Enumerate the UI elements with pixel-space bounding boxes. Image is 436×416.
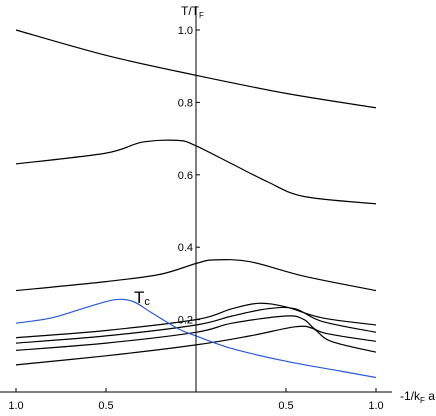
x-tick-label-2: 0.5 bbox=[98, 400, 113, 412]
x-axis-title-main: -1/k bbox=[400, 389, 421, 403]
tc-label-main: T bbox=[134, 288, 144, 307]
x-axis-title-sub: F bbox=[420, 396, 425, 405]
tc-label-sub: c bbox=[144, 296, 150, 308]
x-tick-label-1: 1.0 bbox=[8, 400, 23, 412]
y-tick-label-3: 0.6 bbox=[178, 170, 193, 182]
x-axis-title: -1/kF a bbox=[400, 389, 435, 405]
y-tick-label-5: 1.0 bbox=[178, 25, 193, 37]
x-tick-label-4: 1.0 bbox=[368, 400, 383, 412]
y-axis-title-main: T/T bbox=[181, 4, 200, 18]
series-line-6 bbox=[15, 315, 377, 351]
x-tick-label-3: 0.5 bbox=[278, 400, 293, 412]
series-layer bbox=[15, 29, 377, 379]
tick-layer: 1.0 0.5 0.5 1.0 0.2 0.4 0.6 0.8 1.0 bbox=[8, 25, 383, 412]
x-axis-title-tail: a bbox=[425, 389, 435, 403]
series-line-4 bbox=[15, 302, 377, 339]
y-axis-title-sub: F bbox=[199, 11, 204, 20]
series-line-5 bbox=[15, 306, 377, 344]
series-line-3 bbox=[15, 259, 377, 292]
y-axis-title: T/TF bbox=[181, 4, 204, 20]
y-tick-label-2: 0.4 bbox=[178, 242, 193, 254]
series-line-tc bbox=[15, 298, 377, 379]
tc-label: Tc bbox=[134, 288, 150, 308]
series-line-7 bbox=[15, 325, 377, 366]
y-tick-label-4: 0.8 bbox=[178, 97, 193, 109]
y-tick-label-1: 0.2 bbox=[178, 315, 193, 327]
